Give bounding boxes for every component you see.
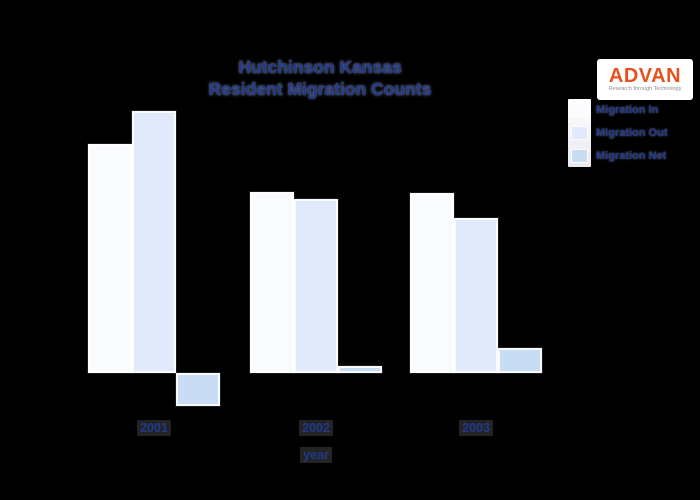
bar-migration-out-2003 [454,218,498,373]
x-tick-2001: 2001 [124,419,184,437]
legend-label-migration-net: Migration Net [596,149,667,162]
chart-title-line1: Hutchinson Kansas [238,57,402,77]
legend-swatch-migration-out [571,125,588,140]
bar-migration-net-2002 [338,366,382,373]
legend-swatch-column [568,99,591,167]
chart-title-line2: Resident Migration Counts [208,79,432,99]
bar-migration-in-2002 [250,192,294,373]
x-axis-title-label: year [300,447,332,463]
bar-migration-net-2003 [498,348,542,373]
bar-migration-net-2001 [176,373,220,406]
advan-logo-tagline: Research through Technology [608,86,682,92]
legend-label-migration-out: Migration Out [596,126,668,139]
x-tick-label: 2002 [299,420,333,436]
x-axis-title: year [286,446,346,464]
chart-title: Hutchinson Kansas Resident Migration Cou… [70,56,570,100]
advan-logo-text: ADVAN [608,65,682,87]
x-tick-label: 2001 [137,420,171,436]
x-tick-2002: 2002 [286,419,346,437]
x-tick-2003: 2003 [446,419,506,437]
legend-labels: Migration In Migration Out Migration Net [596,99,668,167]
advan-logo: ADVAN Research through Technology [597,59,693,100]
bar-migration-in-2003 [410,193,454,373]
bar-migration-out-2001 [132,111,176,373]
bar-migration-out-2002 [294,199,338,373]
bar-migration-in-2001 [88,144,132,373]
x-tick-label: 2003 [459,420,493,436]
legend-label-migration-in: Migration In [596,104,659,117]
legend: Migration In Migration Out Migration Net [568,99,668,167]
legend-swatch-migration-in [571,103,588,118]
legend-swatch-migration-net [571,148,588,163]
